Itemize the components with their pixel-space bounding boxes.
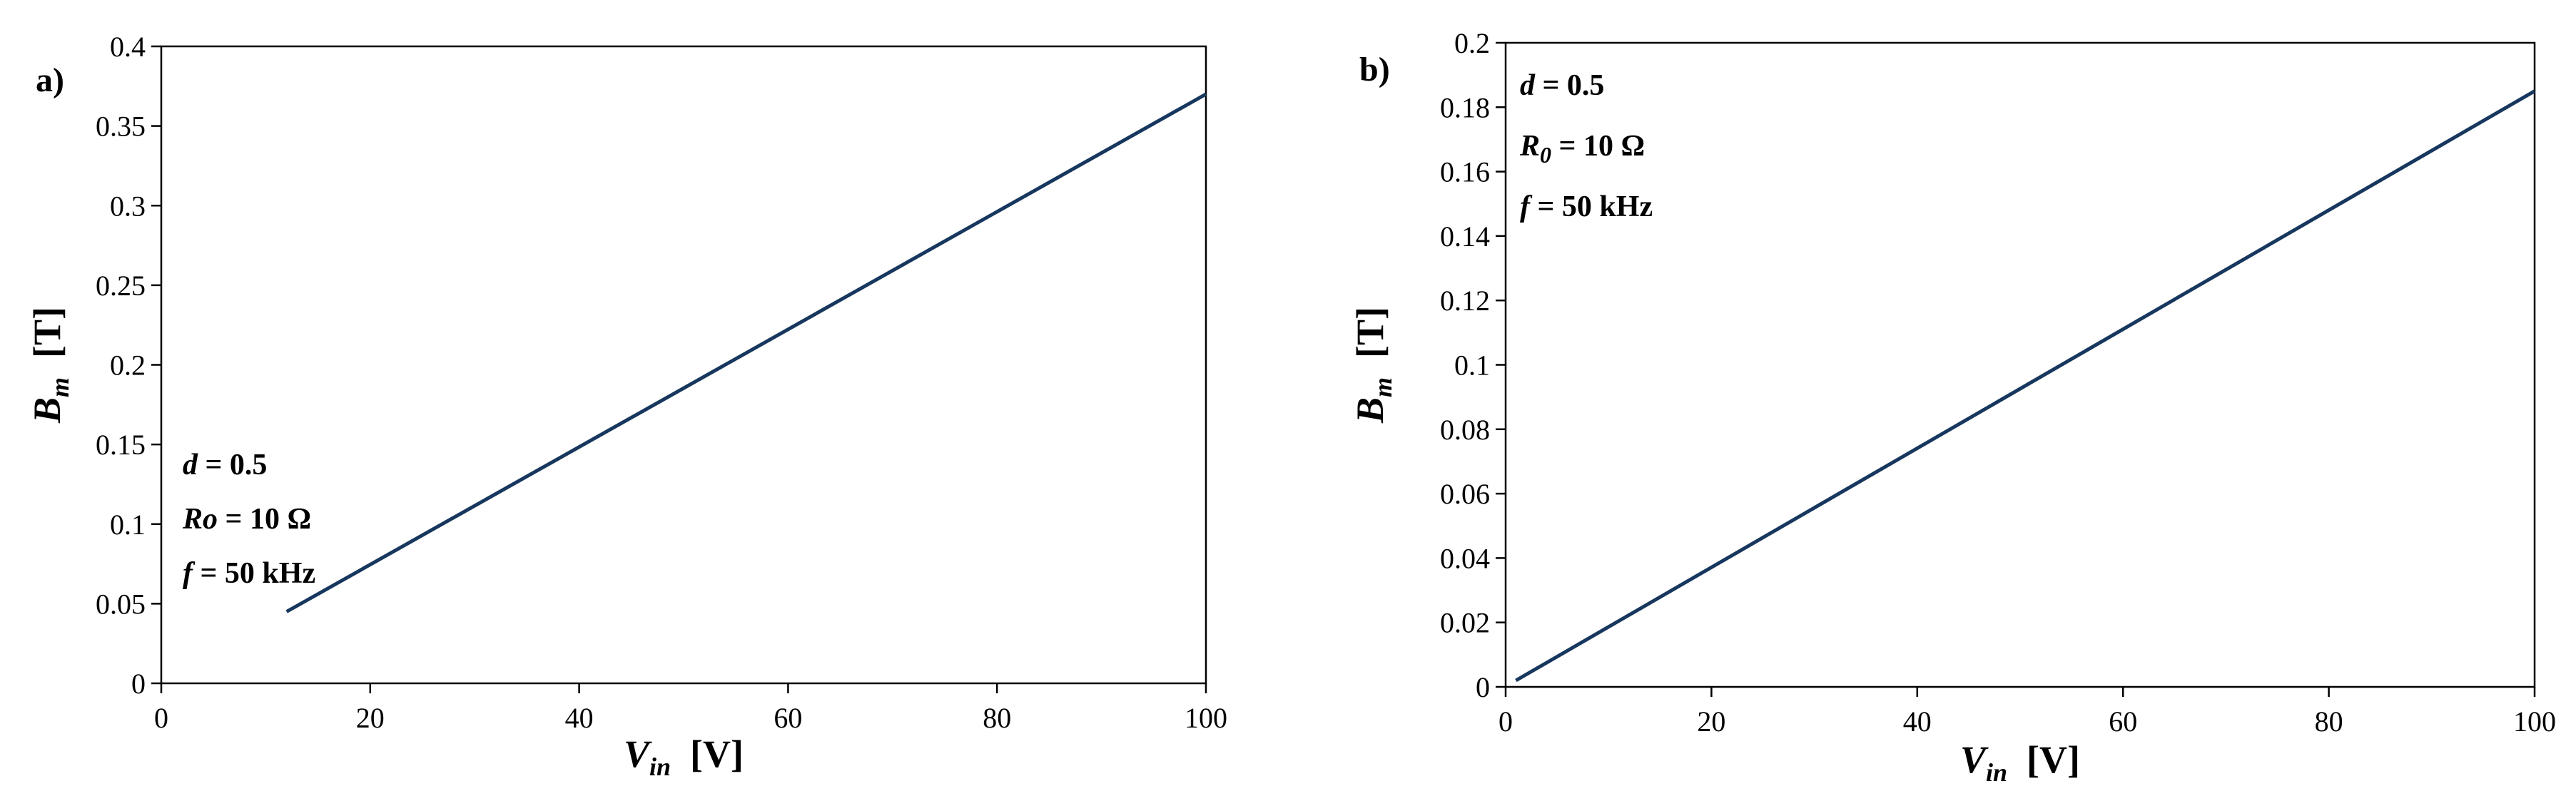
- x-axis-title-sub: in: [1986, 758, 2007, 787]
- panel-label: b): [1359, 51, 1390, 88]
- y-tick-label: 0: [131, 668, 146, 700]
- annotation-value: = 10 Ω: [218, 503, 311, 536]
- x-axis-title-gap: [2007, 738, 2027, 781]
- x-axis-title-unit: [V]: [690, 733, 744, 775]
- x-axis-title-sub: in: [649, 753, 671, 781]
- y-tick-label: 0.05: [96, 588, 146, 620]
- x-tick-label: 0: [154, 702, 168, 734]
- annotation-subscript: 0: [1540, 142, 1551, 168]
- y-tick-label: 0.25: [96, 270, 146, 302]
- y-tick-label: 0: [1476, 671, 1490, 703]
- x-tick-label: 80: [2315, 705, 2343, 738]
- annotation-value: = 0.5: [198, 449, 267, 481]
- y-axis-title-var: B: [26, 397, 69, 424]
- annotation-variable: d: [183, 449, 198, 481]
- annotation-value: = 50 kHz: [1530, 190, 1653, 223]
- y-axis-title-sub: m: [46, 377, 74, 397]
- x-axis-title: Vin [V]: [624, 733, 744, 781]
- y-tick-label: 0.08: [1440, 414, 1490, 446]
- y-axis-title-gap: [26, 358, 69, 377]
- y-tick-label: 0.1: [1454, 350, 1490, 382]
- chart-panel-a: 0 0.05 0.1 0.15 0.2 0.25 0.3 0.35 0.4 0 20 40 60 80 10…: [26, 31, 1227, 781]
- annotation-value: = 0.5: [1535, 69, 1604, 102]
- y-tick-label: 0.12: [1440, 285, 1490, 317]
- chart-panel-b: 0 0.02 0.04 0.06 0.08 0.1 0.12 0.14 0.16 0.18 0.2 0…: [1349, 27, 2556, 787]
- y-tick-label: 0.15: [96, 429, 146, 461]
- y-tick-label: 0.14: [1440, 220, 1490, 252]
- plot-frame: [1504, 41, 2536, 688]
- y-axis-title: Bm [T]: [26, 307, 74, 424]
- plot-frame: [160, 45, 1207, 685]
- x-axis-title-var: V: [624, 733, 652, 775]
- annotation-variable: f: [1520, 190, 1533, 223]
- x-axis-title-gap: [671, 733, 690, 775]
- y-tick-label: 0.2: [110, 350, 146, 382]
- y-axis-title-var: B: [1349, 397, 1391, 424]
- annotation-value: = 50 kHz: [193, 557, 315, 590]
- parameter-annotation: R0 = 10 Ω: [1519, 130, 1645, 168]
- series-line: [285, 92, 1207, 613]
- y-tick-label: 0.3: [110, 190, 146, 222]
- x-axis-title-unit: [V]: [2027, 738, 2080, 781]
- y-axis-title-unit: [T]: [26, 307, 69, 358]
- y-axis-title-sub: m: [1369, 377, 1397, 397]
- y-tick-label: 0.02: [1440, 607, 1490, 639]
- annotation-variable: Ro: [182, 503, 218, 536]
- annotation-variable: f: [183, 557, 196, 590]
- panel-label: a): [36, 61, 64, 99]
- parameter-annotation: d = 0.5: [183, 449, 267, 481]
- x-tick-label: 60: [2109, 705, 2137, 738]
- x-tick-label: 20: [356, 702, 385, 734]
- x-tick-label: 60: [774, 702, 802, 734]
- y-tick-label: 0.04: [1440, 542, 1490, 574]
- x-axis-title-var: V: [1960, 738, 1989, 781]
- y-axis-title: Bm [T]: [1349, 307, 1397, 424]
- x-tick-label: 100: [1185, 702, 1227, 734]
- parameter-annotation: f = 50 kHz: [1520, 190, 1653, 223]
- parameter-annotation: d = 0.5: [1520, 69, 1604, 102]
- x-axis-title: Vin [V]: [1960, 738, 2080, 787]
- y-axis-title-gap: [1349, 358, 1391, 377]
- x-tick-label: 100: [2513, 705, 2556, 738]
- parameter-annotation: Ro = 10 Ω: [182, 503, 311, 536]
- x-tick-label: 40: [1903, 705, 1932, 738]
- y-tick-label: 0.06: [1440, 478, 1490, 510]
- annotation-variable: d: [1520, 69, 1536, 102]
- y-tick-label: 0.4: [110, 31, 146, 63]
- x-tick-label: 0: [1499, 705, 1513, 738]
- y-tick-label: 0.16: [1440, 156, 1490, 188]
- parameter-annotation: f = 50 kHz: [183, 557, 315, 590]
- y-tick-label: 0.18: [1440, 91, 1490, 123]
- x-tick-label: 20: [1697, 705, 1725, 738]
- annotation-value: = 10 Ω: [1551, 130, 1645, 163]
- y-axis-title-unit: [T]: [1349, 307, 1391, 358]
- x-tick-label: 80: [983, 702, 1011, 734]
- series-line: [1515, 89, 2536, 683]
- annotation-variable: R: [1519, 130, 1540, 163]
- y-tick-label: 0.2: [1454, 27, 1490, 59]
- y-tick-label: 0.1: [110, 509, 146, 541]
- y-tick-label: 0.35: [96, 111, 146, 143]
- x-tick-label: 40: [565, 702, 594, 734]
